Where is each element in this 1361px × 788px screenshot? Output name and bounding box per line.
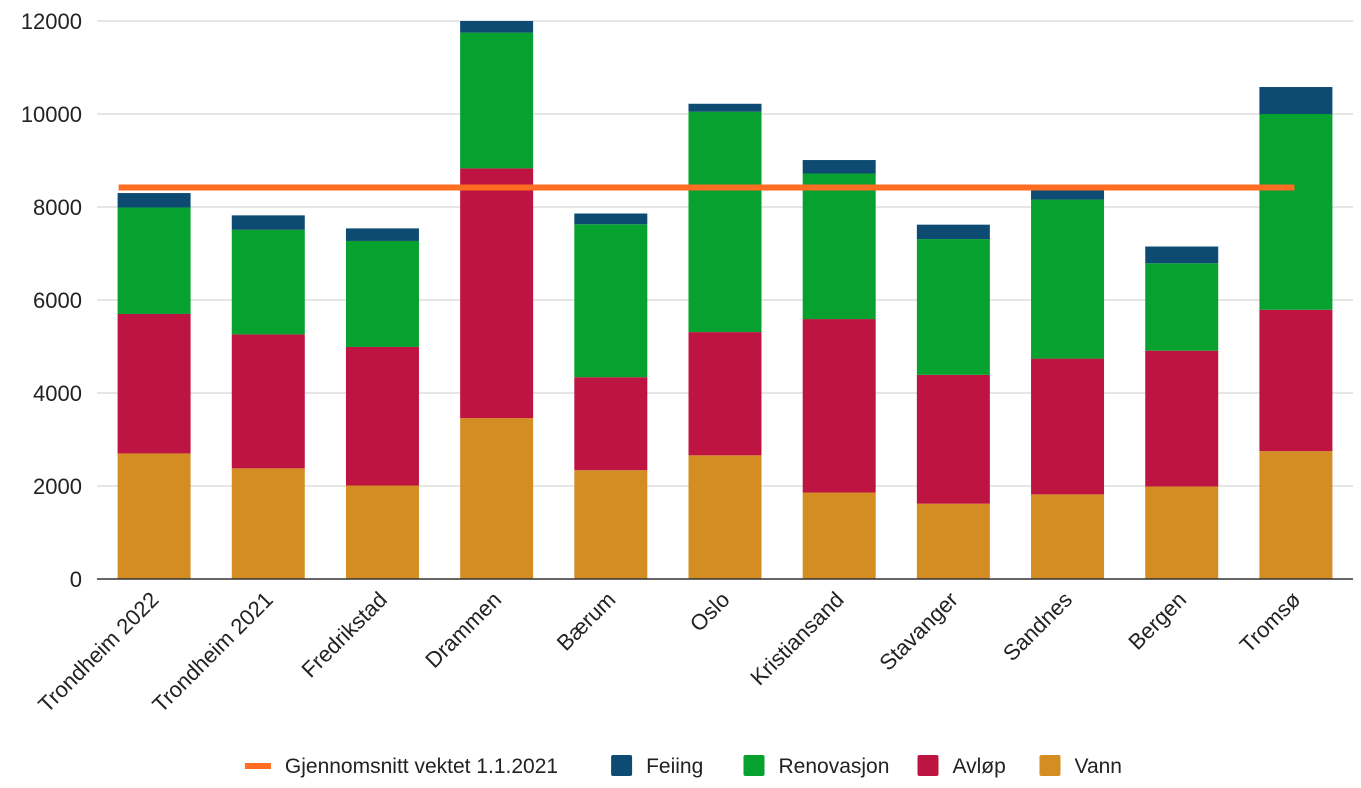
- legend: Gjennomsnitt vektet 1.1.2021 Feiing Renova…: [244, 755, 1123, 778]
- legend-swatch-avlop: [917, 755, 939, 776]
- bar-renovasjon-stavanger: [916, 239, 990, 375]
- bar-vann-trondheim-2022: [117, 453, 191, 579]
- bar-avlop-bergen: [1145, 350, 1219, 487]
- y-tick-label: 12000: [21, 9, 82, 34]
- bar-feiing-trondheim-2022: [117, 193, 191, 208]
- bar-renovasjon-kristiansand: [802, 173, 876, 320]
- x-tick-label: Kristiansand: [745, 587, 848, 690]
- bar-renovasjon-drammen: [460, 32, 534, 169]
- bar-avlop-kristiansand: [802, 319, 876, 493]
- x-tick-label: Trondheim 2022: [33, 587, 163, 717]
- legend-swatch-renovasjon: [743, 755, 765, 776]
- bar-vann-tromso: [1259, 451, 1333, 579]
- bar-renovasjon-tromso: [1259, 114, 1333, 310]
- legend-swatch-vann: [1039, 755, 1061, 776]
- bar-avlop-baerum: [574, 377, 648, 471]
- bar-vann-kristiansand: [802, 492, 876, 579]
- legend-label-avlop: Avløp: [953, 755, 1006, 778]
- y-tick-label: 4000: [33, 381, 82, 406]
- x-tick-label: Tromsø: [1235, 587, 1306, 658]
- bar-vann-bergen: [1145, 486, 1219, 579]
- bar-feiing-oslo: [688, 103, 762, 112]
- bar-avlop-drammen: [460, 168, 534, 419]
- bar-renovasjon-sandnes: [1031, 199, 1105, 359]
- y-tick-label: 8000: [33, 195, 82, 220]
- bar-renovasjon-baerum: [574, 224, 648, 378]
- bar-avlop-trondheim-2022: [117, 313, 191, 454]
- bar-feiing-tromso: [1259, 87, 1333, 114]
- bar-avlop-fredrikstad: [345, 346, 419, 486]
- x-tick-label: Oslo: [685, 587, 735, 637]
- bar-vann-baerum: [574, 470, 648, 579]
- y-tick-label: 10000: [21, 102, 82, 127]
- bar-feiing-stavanger: [916, 224, 990, 240]
- bar-avlop-trondheim-2021: [231, 334, 305, 469]
- x-tick-label: Fredrikstad: [296, 587, 391, 682]
- bar-avlop-oslo: [688, 332, 762, 456]
- bar-feiing-sandnes: [1031, 187, 1105, 200]
- y-tick-label: 0: [70, 567, 82, 592]
- bar-avlop-stavanger: [916, 374, 990, 504]
- x-tick-label: Sandnes: [998, 587, 1077, 666]
- legend-label-feiing: Feiing: [646, 755, 703, 778]
- y-tick-label: 6000: [33, 288, 82, 313]
- bar-avlop-tromso: [1259, 309, 1333, 452]
- bar-vann-trondheim-2021: [231, 468, 305, 579]
- x-tick-label: Bærum: [552, 587, 621, 656]
- legend-label-vann: Vann: [1075, 755, 1123, 778]
- x-tick-label: Bergen: [1123, 587, 1191, 655]
- x-tick-label: Stavanger: [874, 587, 963, 676]
- bar-feiing-trondheim-2021: [231, 215, 305, 230]
- bar-vann-stavanger: [916, 503, 990, 579]
- bar-layer: [117, 21, 1333, 579]
- bar-feiing-kristiansand: [802, 160, 876, 174]
- legend-swatch-feiing: [611, 755, 633, 776]
- x-tick-label: Drammen: [420, 587, 506, 673]
- y-tick-label: 2000: [33, 474, 82, 499]
- bar-renovasjon-bergen: [1145, 263, 1219, 351]
- bar-feiing-drammen: [460, 21, 534, 33]
- bar-vann-sandnes: [1031, 494, 1105, 579]
- bar-feiing-baerum: [574, 213, 648, 225]
- legend-label-gjennomsnitt-vektet-1-1-2021: Gjennomsnitt vektet 1.1.2021: [285, 755, 558, 778]
- bar-vann-oslo: [688, 455, 762, 579]
- bar-feiing-bergen: [1145, 246, 1219, 264]
- bar-vann-drammen: [460, 418, 534, 579]
- bar-renovasjon-fredrikstad: [345, 240, 419, 347]
- bar-avlop-sandnes: [1031, 358, 1105, 495]
- bar-vann-fredrikstad: [345, 485, 419, 579]
- x-tick-label: Trondheim 2021: [147, 587, 277, 717]
- bar-renovasjon-trondheim-2021: [231, 229, 305, 335]
- bar-renovasjon-trondheim-2022: [117, 207, 191, 314]
- legend-label-renovasjon: Renovasjon: [779, 755, 890, 778]
- bar-renovasjon-oslo: [688, 111, 762, 333]
- bar-feiing-fredrikstad: [345, 228, 419, 241]
